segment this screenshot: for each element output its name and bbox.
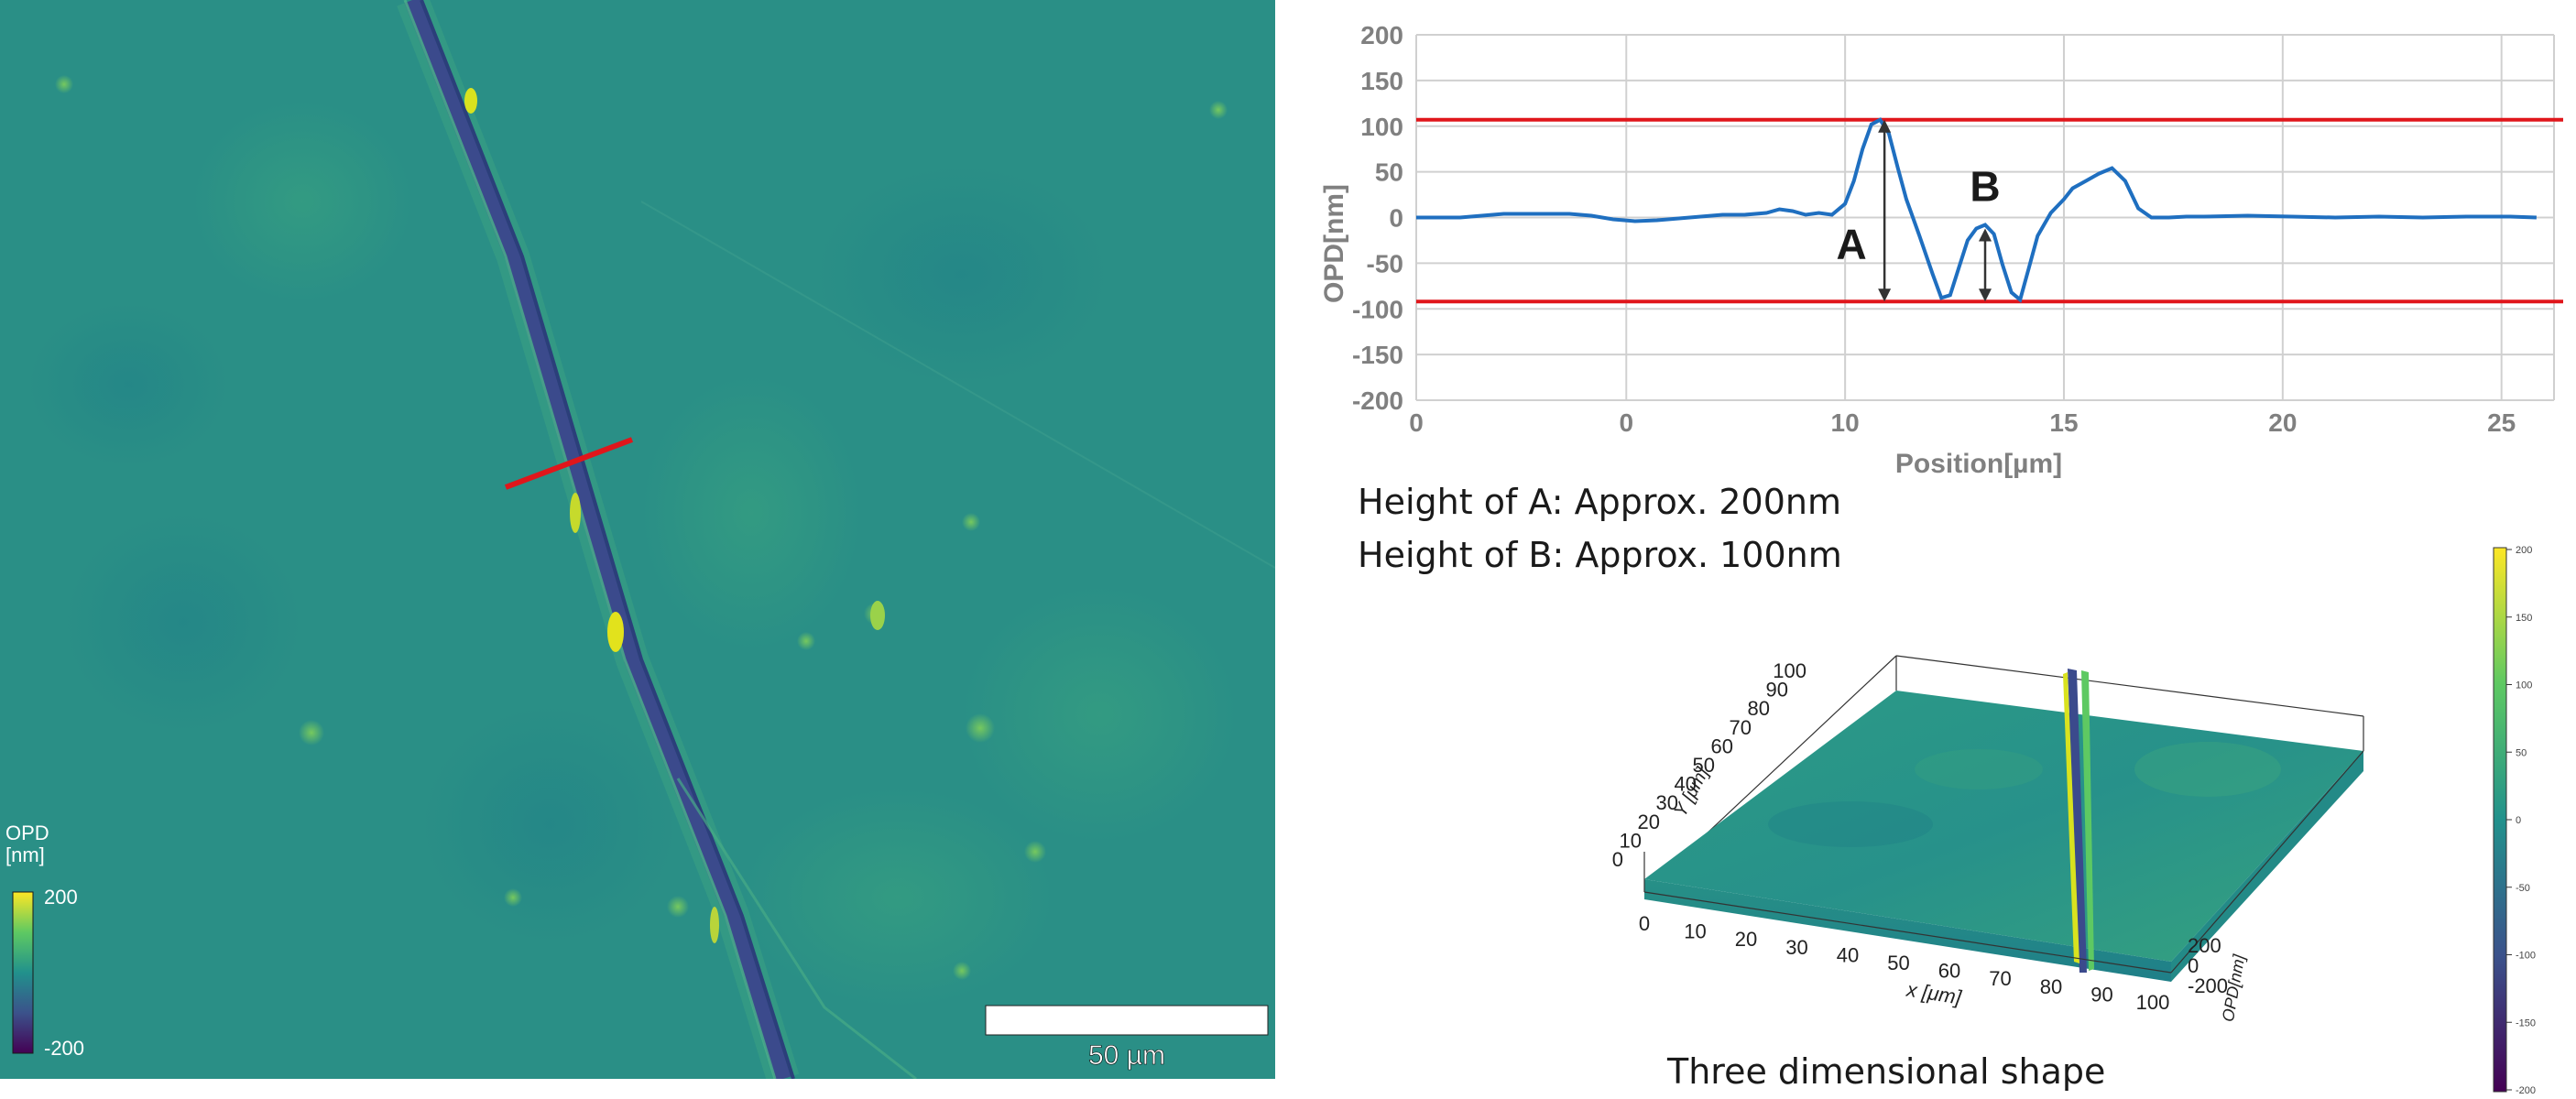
x-tick-label: 10 xyxy=(1831,408,1860,437)
profile-chart: 200 150 100 50 0 -50 -100 -150 -200 0 0 10 15 20 25 A… xyxy=(1319,21,2563,479)
y-tick-label: -200 xyxy=(1352,386,1403,415)
colorbar-tick-label: -50 xyxy=(2516,883,2530,894)
x-tick-label: 0 xyxy=(1409,408,1424,437)
y-tick-label: -100 xyxy=(1352,295,1403,323)
y-tick-label: -50 xyxy=(1367,249,1403,277)
x-tick-label: 0 xyxy=(1620,408,1634,437)
surface-y-tick-label: 40 xyxy=(1675,773,1697,796)
surface-z-tick-label: 0 xyxy=(2188,954,2199,977)
surface-top xyxy=(1644,691,2363,962)
x-tick-label: 20 xyxy=(2268,408,2297,437)
annotation-label: B xyxy=(1970,163,2000,211)
annotation-arrowhead xyxy=(1878,119,1892,133)
colorbar-tick-label: -200 xyxy=(2516,1085,2536,1096)
colorbar-tick-label: 0 xyxy=(2516,815,2521,826)
y-tick-label: 100 xyxy=(1360,113,1403,141)
surface-y-tick-label: 90 xyxy=(1766,679,1788,702)
surface-front-face xyxy=(1644,879,2171,982)
y-tick-label: 150 xyxy=(1360,67,1403,95)
micrograph-colorbar: OPD [nm] 200 -200 xyxy=(5,822,84,1060)
x-axis-title: Position[µm] xyxy=(1895,449,2062,479)
surface-y-tick-label: 50 xyxy=(1693,754,1715,777)
surface-x-tick-label: 100 xyxy=(2136,991,2170,1014)
surface-y-tick-label: 10 xyxy=(1620,829,1642,852)
y-tick-label: 50 xyxy=(1375,158,1403,187)
scratch-highlight xyxy=(464,88,477,114)
colorbar-tick-label: 200 xyxy=(2516,546,2532,556)
surface-x-tick-label: 50 xyxy=(1887,952,1909,974)
scale-bar: 50 µm xyxy=(985,1005,1269,1071)
surface-3d-plot: 0 10 20 30 40 50 60 70 80 90 100010203040506070809… xyxy=(1612,655,2364,1023)
surface-3d-caption: Three dimensional shape xyxy=(1667,1051,2106,1092)
surface-y-tick-label: 30 xyxy=(1656,791,1678,814)
surface-y-tick-label: 20 xyxy=(1638,811,1660,833)
surface-z-tick-label: -200 xyxy=(2188,974,2228,997)
colorbar-tick-label: -150 xyxy=(2516,1017,2536,1028)
surface-x-tick-label: 20 xyxy=(1735,928,1757,951)
scratch-groove xyxy=(404,0,791,1079)
surface-x-tick-label: 70 xyxy=(1989,967,2011,990)
annotation-arrowhead xyxy=(1979,228,1992,242)
surface-scratch xyxy=(2068,669,2087,973)
colorbar-max-label: 200 xyxy=(44,886,78,909)
height-b-note: Height of B: Approx. 100nm xyxy=(1358,535,1842,575)
y-tick-label: 200 xyxy=(1360,21,1403,49)
surface-x-tick-label: 10 xyxy=(1684,920,1706,943)
surface-x-tick-label: 30 xyxy=(1785,936,1807,959)
annotation-arrowhead xyxy=(1979,288,1992,302)
surface-x-tick-label: 60 xyxy=(1938,960,1960,983)
colorbar-tick-label: 100 xyxy=(2516,680,2532,691)
opd-unit-label: [nm] xyxy=(5,843,45,866)
surface-y-tick-label: 100 xyxy=(1773,659,1806,682)
surface-z-tick-label: 200 xyxy=(2188,934,2221,957)
surface-y-tick-label: 0 xyxy=(1612,848,1623,871)
colorbar-tick-label: -100 xyxy=(2516,951,2536,962)
annotation-label: A xyxy=(1837,220,1867,267)
y-tick-label: 0 xyxy=(1389,204,1403,233)
x-tick-label: 25 xyxy=(2487,408,2516,437)
surface-colorbar: 200 150 100 50 0 -50 -100 -150 -200 xyxy=(2493,546,2536,1096)
colorbar-min-label: -200 xyxy=(44,1037,84,1060)
height-a-note: Height of A: Approx. 200nm xyxy=(1358,482,1841,522)
surface-y-tick-label: 70 xyxy=(1730,716,1752,739)
colorbar-tick-label: 150 xyxy=(2516,613,2532,624)
surface-x-tick-label: 80 xyxy=(2040,975,2062,998)
y-axis-title: OPD[nm] xyxy=(1319,184,1349,303)
surface-y-tick-label: 60 xyxy=(1711,734,1733,757)
surface-x-tick-label: 40 xyxy=(1837,943,1859,966)
colorbar-tick-label: 50 xyxy=(2516,747,2527,758)
profile-series-line xyxy=(1416,117,2537,303)
opd-label: OPD xyxy=(5,822,49,844)
surface-y-tick-label: 80 xyxy=(1748,697,1770,720)
opd-micrograph: OPD [nm] 200 -200 50 µm xyxy=(0,0,1275,1079)
annotation-arrowhead xyxy=(1878,288,1892,302)
y-tick-label: -150 xyxy=(1352,341,1403,369)
surface-x-tick-label: 0 xyxy=(1639,912,1650,935)
profile-cut-line xyxy=(504,437,634,490)
scale-bar-label: 50 µm xyxy=(1088,1040,1165,1071)
surface-x-tick-label: 90 xyxy=(2090,983,2112,1006)
x-tick-label: 15 xyxy=(2049,408,2078,437)
